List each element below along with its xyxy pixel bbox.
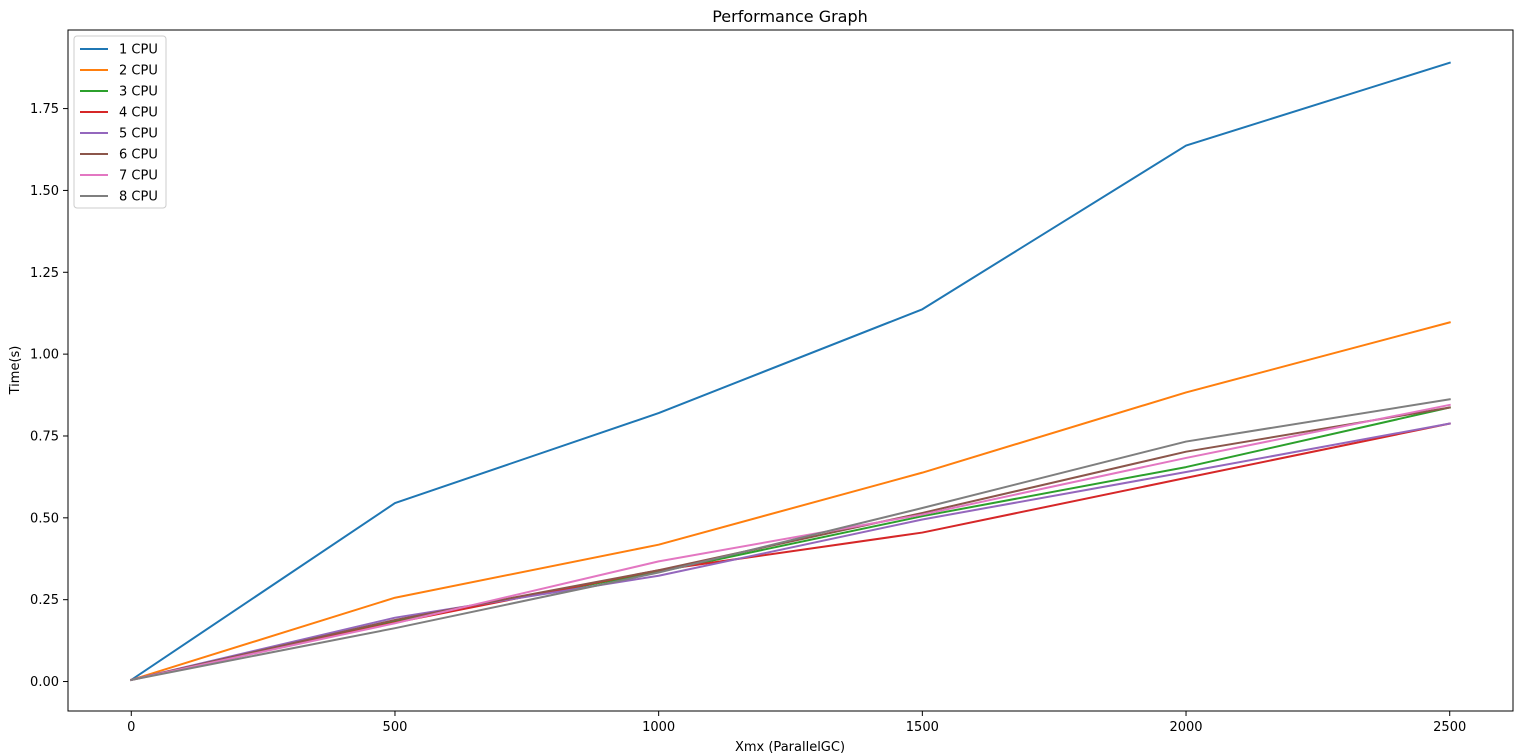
legend-label: 1 CPU [119, 43, 158, 58]
series-line-6-cpu [130, 406, 1451, 682]
legend-label: 7 CPU [119, 169, 158, 184]
series-line-3-cpu [130, 406, 1451, 682]
y-tick-label: 1.25 [30, 266, 59, 281]
legend-label: 2 CPU [119, 64, 158, 79]
y-tick-label: 1.00 [30, 348, 59, 363]
legend: 1 CPU 2 CPU 3 CPU 4 CPU 5 CPU 6 CPU 7 CPU 8 CPU [73, 35, 167, 209]
legend-label: 8 CPU [119, 190, 158, 205]
y-tick-label: 1.50 [30, 184, 59, 199]
series-line-8-cpu [130, 398, 1451, 682]
y-axis-label: Time(s) [8, 346, 23, 396]
y-tick-label: 0.75 [30, 429, 59, 444]
x-tick-label: 500 [383, 720, 408, 735]
y-axis-ticks: 0.00 0.25 0.50 0.75 1.00 1.25 1.50 1.75 [30, 102, 68, 690]
x-tick-label: 2500 [1433, 720, 1466, 735]
legend-label: 5 CPU [119, 127, 158, 142]
x-tick-label: 0 [127, 720, 135, 735]
y-tick-label: 1.75 [30, 102, 59, 117]
x-axis-ticks: 0 500 1000 1500 2000 2500 [127, 711, 1466, 735]
x-tick-label: 1000 [642, 720, 675, 735]
plot-area-frame [67, 29, 1514, 712]
legend-label: 3 CPU [119, 85, 158, 100]
legend-label: 6 CPU [119, 148, 158, 163]
x-axis-label: Xmx (ParallelGC) [735, 740, 845, 754]
legend-label: 4 CPU [119, 106, 158, 121]
chart-title: Performance Graph [712, 7, 868, 26]
y-tick-label: 0.00 [30, 675, 59, 690]
series-line-5-cpu [130, 422, 1451, 682]
legend-box [73, 35, 167, 209]
x-tick-label: 1500 [906, 720, 939, 735]
series-lines [129, 61, 1451, 682]
x-tick-label: 2000 [1169, 720, 1202, 735]
series-line-7-cpu [130, 403, 1451, 682]
series-line-1-cpu [129, 61, 1451, 682]
series-line-2-cpu [130, 321, 1451, 682]
y-tick-label: 0.50 [30, 511, 59, 526]
y-tick-label: 0.25 [30, 593, 59, 608]
